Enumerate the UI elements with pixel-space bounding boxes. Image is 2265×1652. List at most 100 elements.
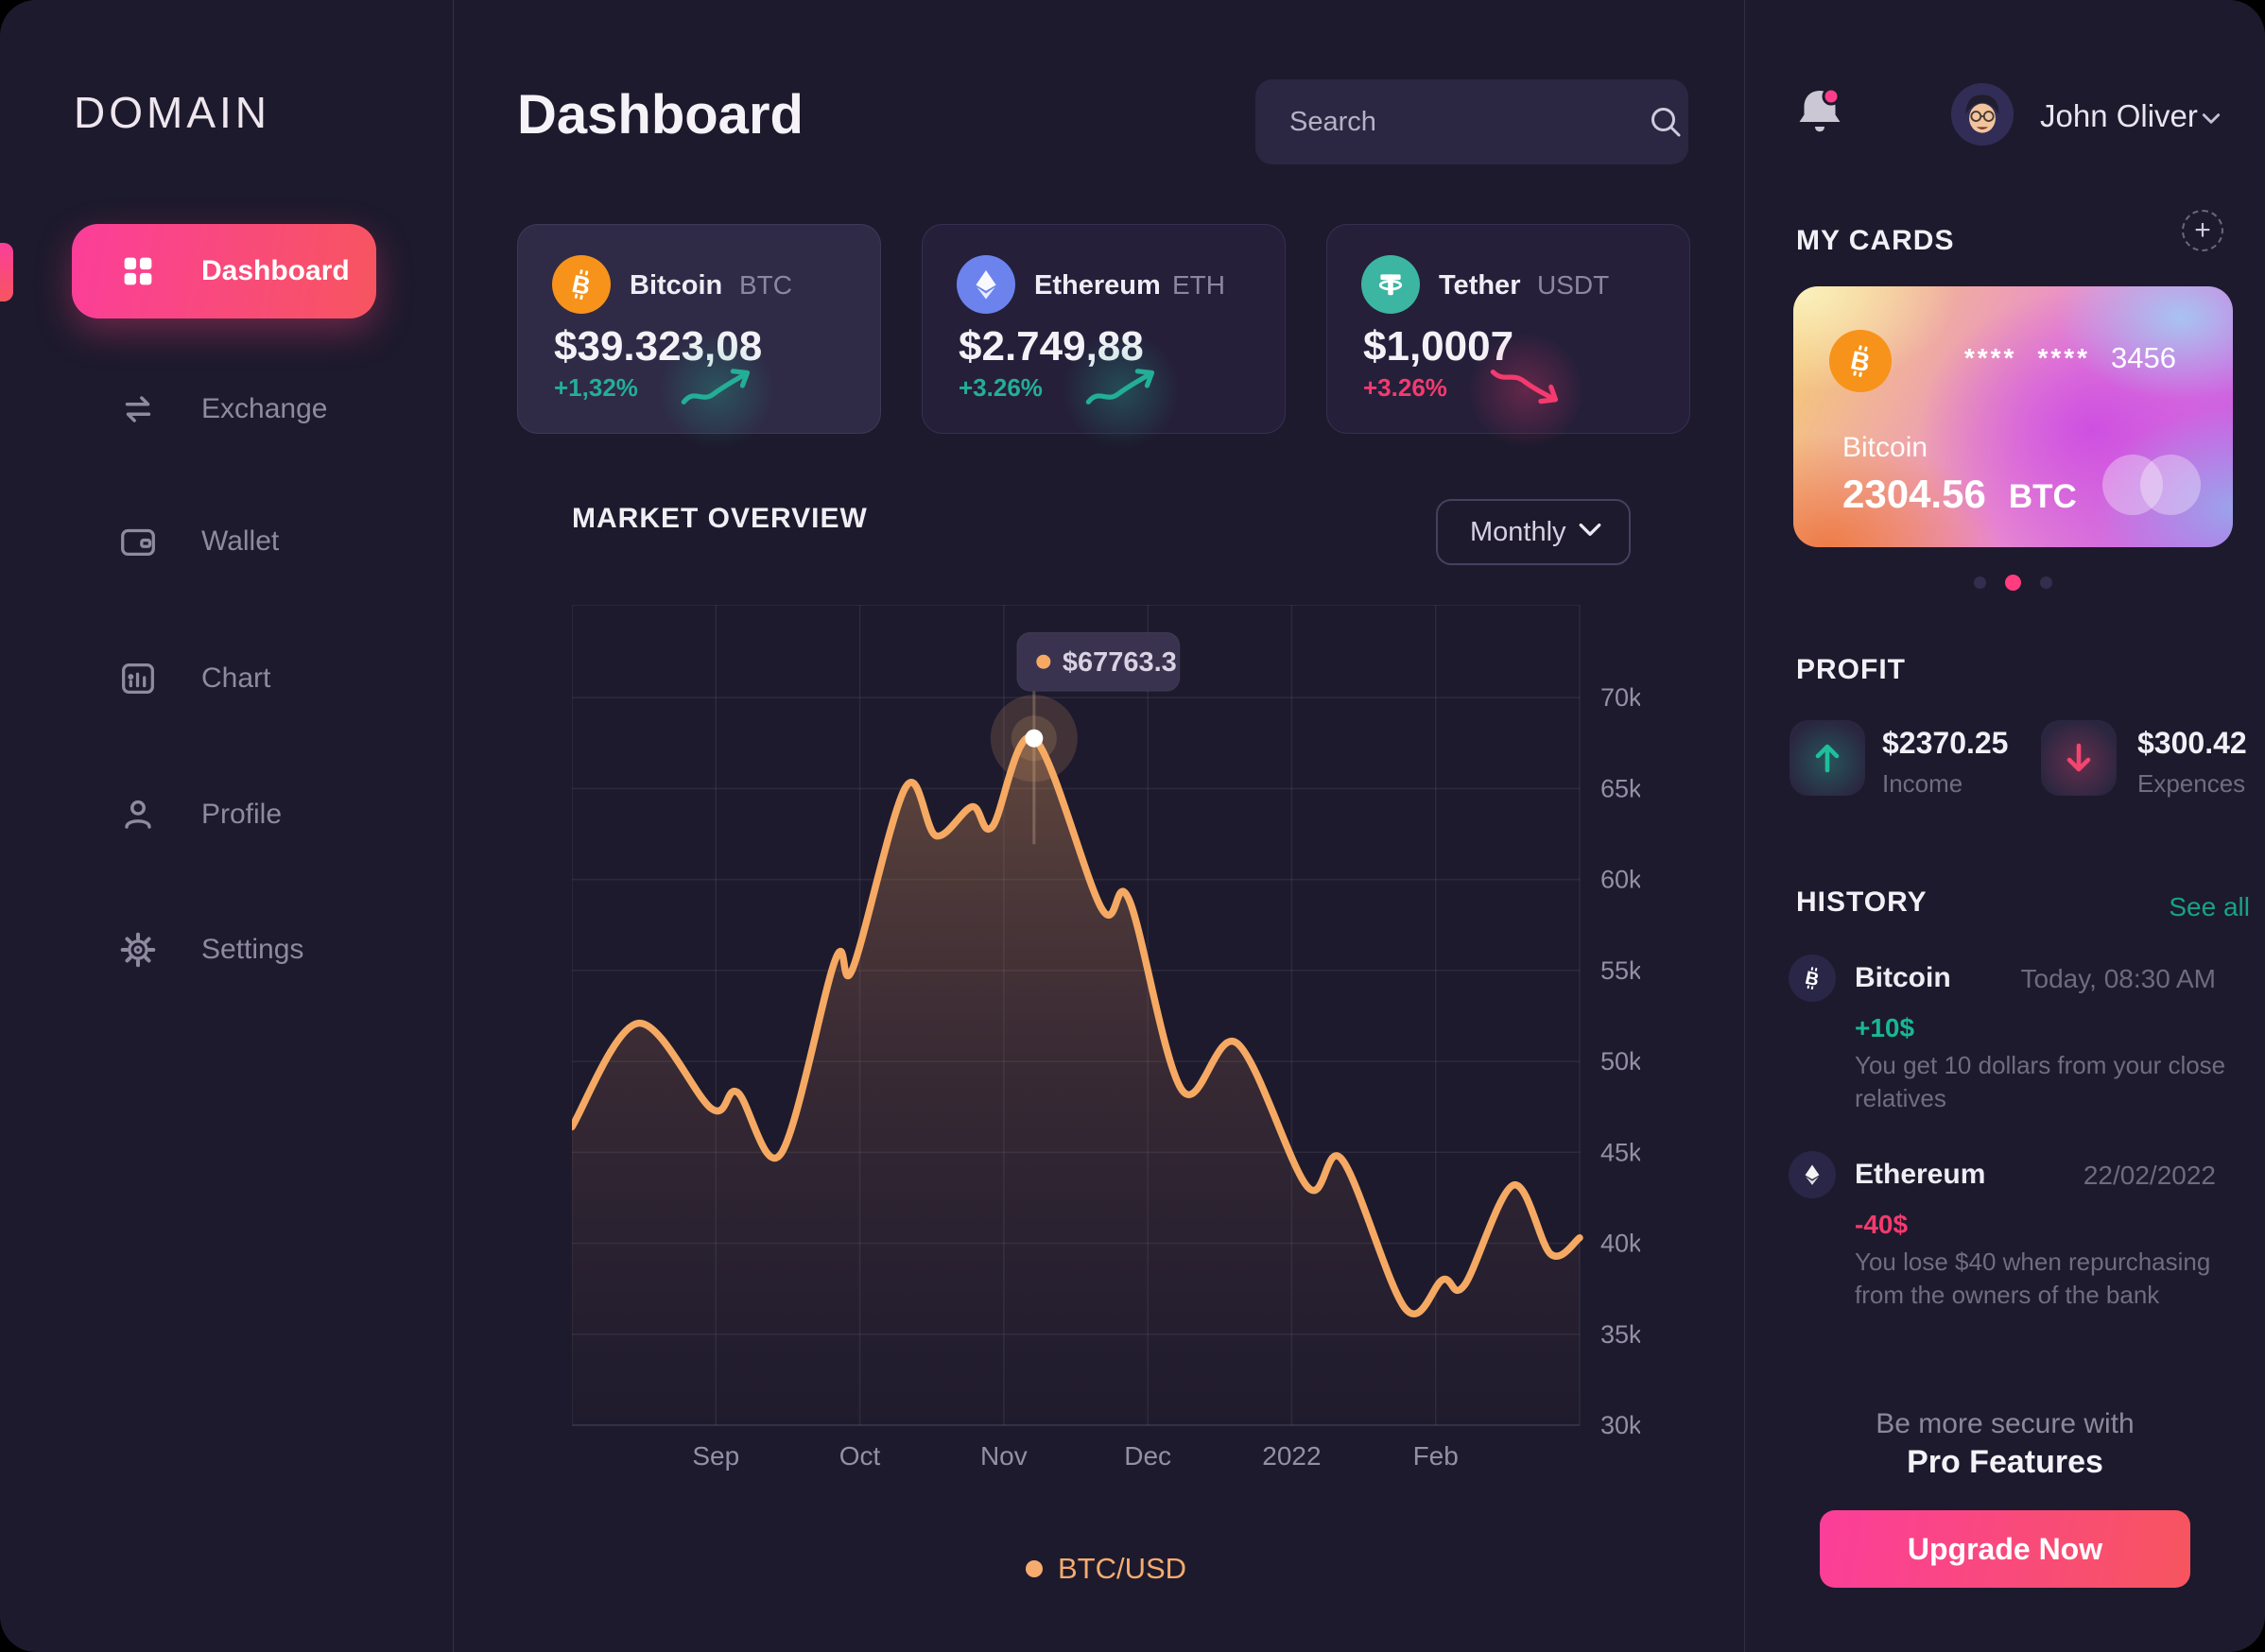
- card-balance: 2304.56 BTC: [1842, 472, 2077, 517]
- notification-bell-icon[interactable]: [1792, 85, 1847, 144]
- history-item-bitcoin[interactable]: B Bitcoin Today, 08:30 AM +10$ You get 1…: [1745, 955, 2265, 1112]
- sidebar-item-label: Settings: [201, 934, 304, 965]
- coin-change: +3.26%: [959, 373, 1043, 402]
- promo-line2: Pro Features: [1907, 1444, 2103, 1480]
- tether-icon: [1361, 255, 1420, 314]
- main-content: Dashboard B Bitcoin BTC $39.323,08 +1,32…: [455, 0, 1745, 1652]
- crypto-card-ethereum[interactable]: Ethereum ETH $2.749,88 +3.26%: [922, 224, 1286, 452]
- sidebar: DOMAIN Dashboard Exchange Wallet Chart: [0, 0, 454, 1652]
- profile-icon: [116, 793, 160, 836]
- period-value: Monthly: [1470, 516, 1566, 547]
- sidebar-item-label: Wallet: [201, 525, 280, 557]
- history-item-ethereum[interactable]: Ethereum 22/02/2022 -40$ You lose $40 wh…: [1745, 1151, 2265, 1309]
- card-number-last4: 3456: [2111, 341, 2176, 374]
- mastercard-icon: [2102, 455, 2201, 515]
- svg-text:55k: 55k: [1600, 956, 1640, 985]
- profit-title: PROFIT: [1796, 654, 1906, 685]
- history-coin: Bitcoin: [1855, 962, 1951, 993]
- legend-label: BTC/USD: [1057, 1552, 1187, 1585]
- svg-text:45k: 45k: [1600, 1138, 1640, 1166]
- coin-price: $39.323,08: [554, 323, 763, 370]
- user-menu-chevron-icon[interactable]: [2201, 112, 2222, 131]
- chart-legend: BTC/USD: [572, 1552, 1640, 1586]
- coin-name: Ethereum: [1034, 270, 1161, 301]
- search-bar: [1255, 79, 1688, 164]
- credit-card[interactable]: B **** **** 3456 Bitcoin 2304.56 BTC: [1793, 286, 2233, 547]
- bitcoin-icon: B: [552, 255, 611, 314]
- crypto-card-bitcoin[interactable]: B Bitcoin BTC $39.323,08 +1,32%: [517, 224, 881, 452]
- sparkline-down-icon: [1483, 361, 1568, 410]
- history-amount: -40$: [1855, 1210, 1909, 1239]
- exchange-icon: [116, 387, 160, 431]
- card-number-masked: ****: [1963, 343, 2017, 372]
- sidebar-item-wallet[interactable]: Wallet: [72, 494, 376, 589]
- search-input[interactable]: [1255, 106, 1646, 138]
- coin-ticker: USDT: [1537, 270, 1610, 300]
- history-amount: +10$: [1855, 1013, 1915, 1042]
- dashboard-grid-icon: [116, 250, 160, 293]
- arrow-up-icon: [1815, 744, 1840, 773]
- settings-gear-icon: [116, 928, 160, 972]
- market-chart-svg: 30k 35k 40k 45k 50k 55k 60k 65k 70k Sep Oct Nov Dec 2…: [568, 604, 1642, 1471]
- upgrade-now-button[interactable]: Upgrade Now: [1820, 1510, 2190, 1588]
- bitcoin-icon: B: [1829, 330, 1892, 392]
- my-cards-title: MY CARDS: [1796, 225, 1955, 256]
- ethereum-icon: [1789, 1151, 1836, 1198]
- crypto-card-tether[interactable]: Tether USDT $1,0007 +3.26%: [1326, 224, 1690, 452]
- brand-logo: DOMAIN: [74, 88, 270, 137]
- sidebar-item-chart[interactable]: Chart: [72, 631, 376, 726]
- svg-text:Feb: Feb: [1413, 1441, 1459, 1471]
- svg-text:2022: 2022: [1262, 1441, 1321, 1471]
- coin-name: Bitcoin: [630, 270, 723, 301]
- income-tile: [1790, 720, 1865, 796]
- chevron-down-icon: [1578, 522, 1602, 543]
- card-pager-dot[interactable]: [2005, 575, 2021, 591]
- sidebar-item-profile[interactable]: Profile: [72, 767, 376, 862]
- card-coin-name: Bitcoin: [1842, 432, 1928, 463]
- period-dropdown[interactable]: Monthly: [1436, 499, 1631, 565]
- svg-text:$67763.3: $67763.3: [1063, 647, 1177, 678]
- avatar[interactable]: [1951, 83, 2014, 146]
- sidebar-item-exchange[interactable]: Exchange: [72, 362, 376, 456]
- card-pager-dot[interactable]: [1974, 576, 1986, 589]
- market-chart[interactable]: 30k 35k 40k 45k 50k 55k 60k 65k 70k Sep Oct Nov Dec 2…: [568, 604, 1642, 1472]
- user-name[interactable]: John Oliver: [2040, 98, 2198, 133]
- card-balance-amount: 2304.56: [1842, 472, 1986, 516]
- right-panel: John Oliver MY CARDS + B **** **** 3456 …: [1745, 0, 2265, 1652]
- coin-name: Tether: [1439, 270, 1521, 301]
- ethereum-icon: [957, 255, 1015, 314]
- coin-change: +3.26%: [1363, 373, 1447, 402]
- expenses-tile: [2041, 720, 2117, 796]
- card-number: **** **** 3456: [1964, 341, 2176, 375]
- income-label: Income: [1882, 769, 1963, 798]
- history-description: You lose $40 when repurchasing from the …: [1855, 1248, 2211, 1309]
- coin-ticker: BTC: [739, 270, 792, 300]
- see-all-link[interactable]: See all: [2169, 892, 2250, 921]
- active-nav-accent: [0, 243, 13, 301]
- svg-text:Oct: Oct: [839, 1441, 881, 1471]
- coin-change: +1,32%: [554, 373, 638, 402]
- sidebar-item-settings[interactable]: Settings: [72, 903, 376, 997]
- svg-text:70k: 70k: [1600, 683, 1640, 712]
- arrow-down-icon: [2066, 743, 2091, 772]
- svg-text:30k: 30k: [1600, 1411, 1640, 1439]
- history-coin: Ethereum: [1855, 1159, 1986, 1190]
- card-pager-dot[interactable]: [2040, 576, 2052, 589]
- coin-ticker: ETH: [1172, 270, 1225, 300]
- sidebar-item-dashboard[interactable]: Dashboard: [72, 224, 376, 318]
- search-icon[interactable]: [1646, 102, 1686, 142]
- expenses-label: Expences: [2137, 769, 2246, 798]
- svg-text:Sep: Sep: [692, 1441, 739, 1471]
- add-card-button[interactable]: +: [2182, 210, 2223, 251]
- svg-text:Nov: Nov: [980, 1441, 1028, 1471]
- expenses-amount: $300.42: [2137, 726, 2247, 760]
- history-time: 22/02/2022: [2083, 1161, 2216, 1190]
- sparkline-glow: [1460, 329, 1592, 452]
- svg-text:B: B: [1804, 968, 1821, 990]
- card-pager: [1793, 575, 2233, 591]
- card-balance-unit: BTC: [2008, 478, 2077, 515]
- sidebar-item-label: Dashboard: [201, 255, 350, 286]
- coin-price: $2.749,88: [959, 323, 1144, 370]
- history-title: HISTORY: [1796, 886, 1928, 918]
